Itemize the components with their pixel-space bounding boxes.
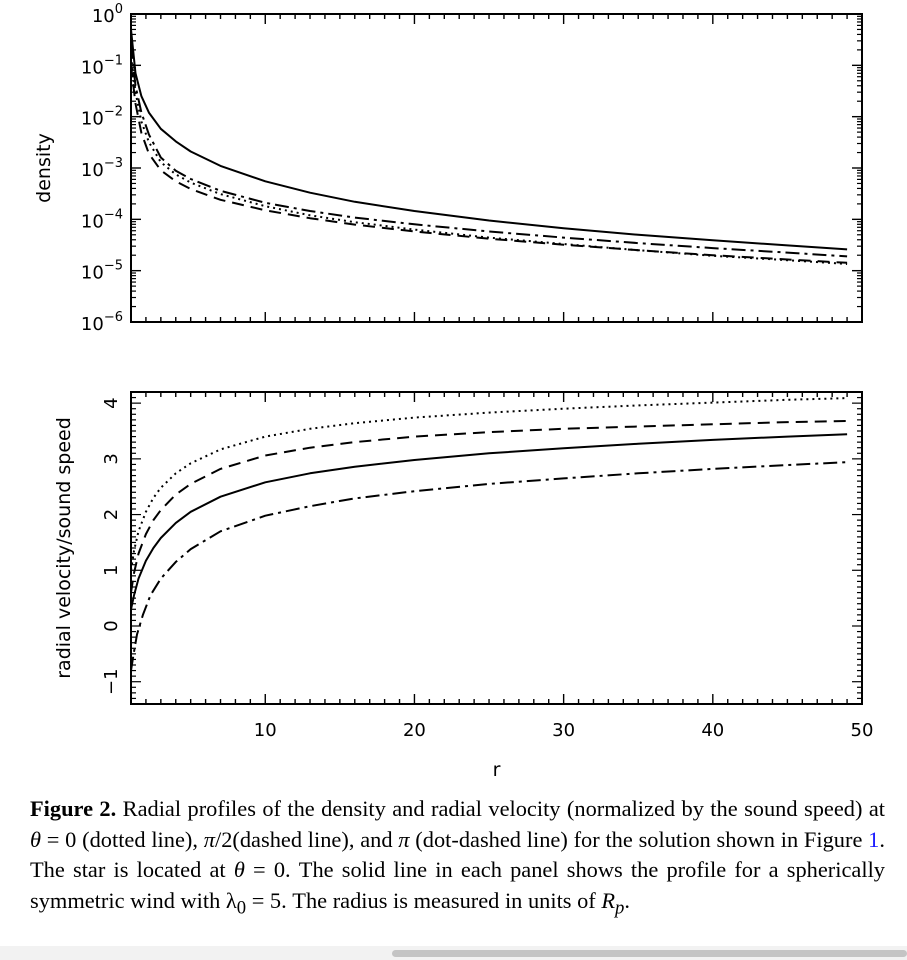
- series-dotted-line: [130, 397, 848, 571]
- series-dashdot-line: [130, 461, 848, 671]
- y-tick-label: 10−4: [81, 207, 123, 232]
- figure: 100 10−1 10−2 10−3 10−4 10−5 10−6 density −1 0 1 2…: [33, 2, 874, 781]
- series-dashed-line: [130, 420, 848, 593]
- y-tick-label: 10−6: [81, 310, 123, 335]
- y-tick-label: 10−1: [81, 53, 123, 78]
- x-tick-label: 30: [552, 720, 575, 741]
- density-panel: 100 10−1 10−2 10−3 10−4 10−5 10−6 density: [33, 2, 863, 335]
- y-tick-label: 10−2: [81, 105, 123, 130]
- x-tick-label: 10: [254, 720, 277, 741]
- y-tick-label: 3: [101, 453, 122, 464]
- y-tick-label: 2: [101, 509, 122, 520]
- x-axis-label: r: [493, 759, 501, 781]
- scrollbar-thumb[interactable]: [392, 950, 907, 957]
- series-solid-line: [130, 433, 848, 610]
- y-tick-label: 4: [101, 397, 122, 408]
- y-axis-label: radial velocity/sound speed: [53, 417, 75, 679]
- series-dashdot-line: [130, 44, 848, 258]
- figure-caption: Figure 2. Radial profiles of the density…: [30, 796, 885, 918]
- y-tick-label: 1: [101, 565, 122, 576]
- x-tick-label: 50: [851, 720, 874, 741]
- y-tick-label: −1: [101, 668, 122, 695]
- plot-frame: [130, 13, 863, 323]
- y-tick-label: 0: [101, 620, 122, 631]
- series-dashed-line: [130, 65, 848, 264]
- y-tick-label: 10−5: [81, 259, 123, 284]
- y-axis-label: density: [33, 133, 55, 203]
- y-tick-label: 100: [92, 2, 123, 27]
- caption-label: Figure 2.: [30, 796, 117, 821]
- figure-1-link[interactable]: 1: [868, 826, 880, 852]
- x-tick-label: 40: [701, 720, 724, 741]
- series-solid-line: [130, 29, 848, 251]
- x-tick-label: 20: [403, 720, 426, 741]
- series-dotted-line: [130, 56, 848, 265]
- velocity-panel: −1 0 1 2 3 4 10 20 30 40 50 radial velocity/sound s…: [53, 391, 874, 781]
- y-tick-label: 10−3: [81, 156, 123, 181]
